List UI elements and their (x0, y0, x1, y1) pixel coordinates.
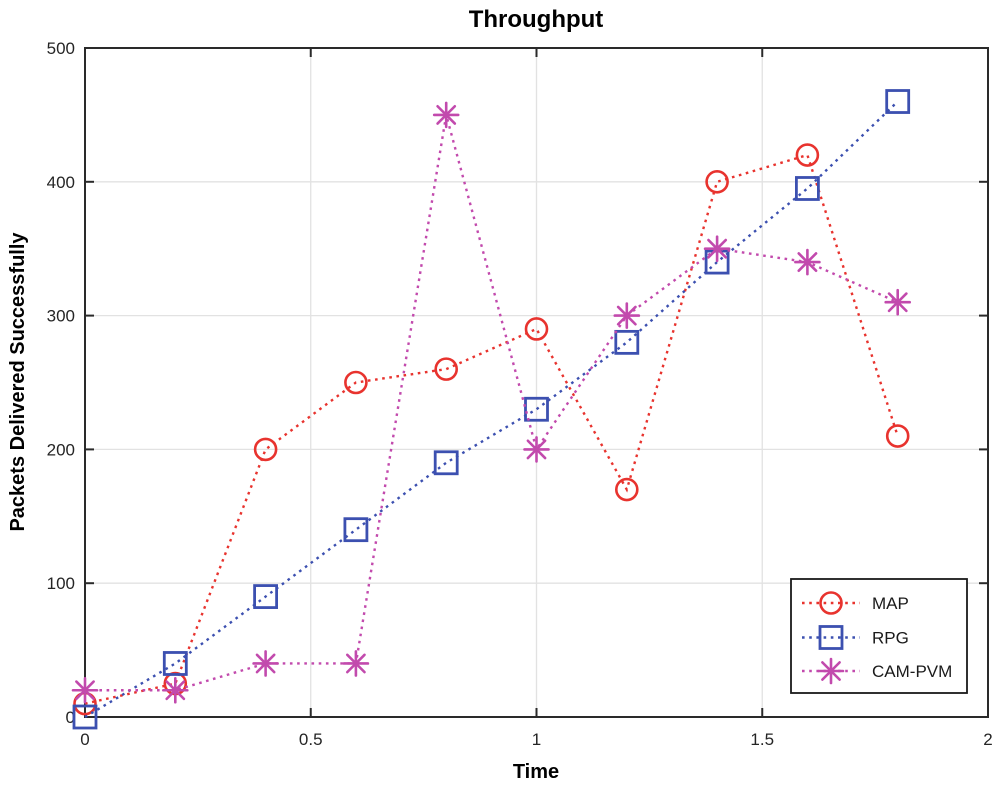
y-tick-label: 200 (47, 440, 75, 459)
cam-pvm-marker (252, 650, 279, 677)
asterisk-spoke (75, 680, 95, 701)
rpg-marker (162, 651, 188, 676)
rpg-marker (253, 584, 279, 609)
asterisk-spoke (887, 292, 908, 313)
map-marker (795, 143, 820, 167)
map-marker (524, 317, 549, 341)
cam-pvm-marker (794, 248, 821, 276)
asterisk-spoke (526, 439, 547, 460)
series-map (73, 143, 910, 716)
legend-entry-cam-pvm: CAM-PVM (802, 657, 952, 685)
rpg-line (84, 100, 899, 719)
x-tick-label: 1.5 (750, 730, 774, 749)
series-cam-pvm (71, 101, 912, 704)
chart-title: Throughput (469, 6, 604, 33)
legend-label: MAP (872, 594, 909, 613)
map-marker (253, 437, 278, 462)
asterisk-spoke (797, 252, 818, 273)
y-tick-label: 300 (47, 307, 75, 326)
series-rpg (72, 89, 911, 730)
rpg-marker (524, 396, 549, 422)
legend-cam-pvm-marker (817, 657, 845, 685)
data-series (71, 89, 912, 730)
legend-label: CAM-PVM (872, 662, 952, 681)
rpg-marker (433, 450, 459, 476)
cam-pvm-marker (613, 302, 641, 329)
rpg-marker (72, 704, 98, 730)
x-tick-labels: 0 0.5 1 1.5 2 (80, 730, 992, 749)
y-tick-label: 0 (66, 708, 75, 727)
rpg-marker (614, 329, 640, 355)
y-tick-label: 500 (47, 39, 75, 58)
asterisk-spoke (255, 653, 276, 674)
y-tick-label: 100 (47, 574, 75, 593)
asterisk-spoke (707, 238, 728, 259)
cam-pvm-marker (884, 288, 912, 316)
cam-pvm-marker (703, 235, 731, 263)
legend-label: RPG (872, 629, 909, 648)
map-marker (885, 424, 910, 448)
map-marker (344, 370, 368, 395)
legend-entry-rpg: RPG (802, 625, 909, 650)
legend: MAP RPG CAM-PVM (790, 578, 968, 694)
cam-pvm-marker (523, 436, 550, 463)
cam-pvm-marker (71, 676, 99, 704)
x-tick-label: 2 (983, 730, 992, 749)
asterisk-spoke (436, 104, 457, 125)
map-marker (614, 477, 639, 502)
legend-map-marker (819, 591, 843, 615)
legend-entry-map: MAP (802, 591, 909, 615)
cam-pvm-marker (162, 676, 189, 704)
y-tick-labels: 0 100 200 300 400 500 (47, 39, 75, 727)
x-tick-label: 0.5 (299, 730, 323, 749)
x-tick-label: 1 (532, 730, 541, 749)
map-line (84, 153, 899, 705)
map-marker (434, 357, 459, 381)
x-axis-label: Time (513, 761, 559, 783)
asterisk-spoke (821, 661, 841, 681)
x-tick-label: 0 (80, 730, 89, 749)
asterisk-spoke (616, 305, 637, 326)
cam-pvm-marker (342, 650, 370, 677)
rpg-marker (343, 517, 369, 543)
legend-rpg-marker (818, 625, 844, 650)
rpg-marker (795, 176, 820, 201)
y-tick-label: 400 (47, 173, 75, 192)
asterisk-spoke (345, 653, 366, 674)
map-marker (705, 170, 729, 194)
tick-marks (84, 47, 989, 718)
cam-pvm-marker (432, 101, 460, 129)
cam-pvm-line (85, 114, 899, 692)
asterisk-spoke (165, 680, 186, 701)
rpg-marker (885, 89, 911, 114)
y-axis-label: Packets Delivered Successfully (7, 232, 29, 532)
